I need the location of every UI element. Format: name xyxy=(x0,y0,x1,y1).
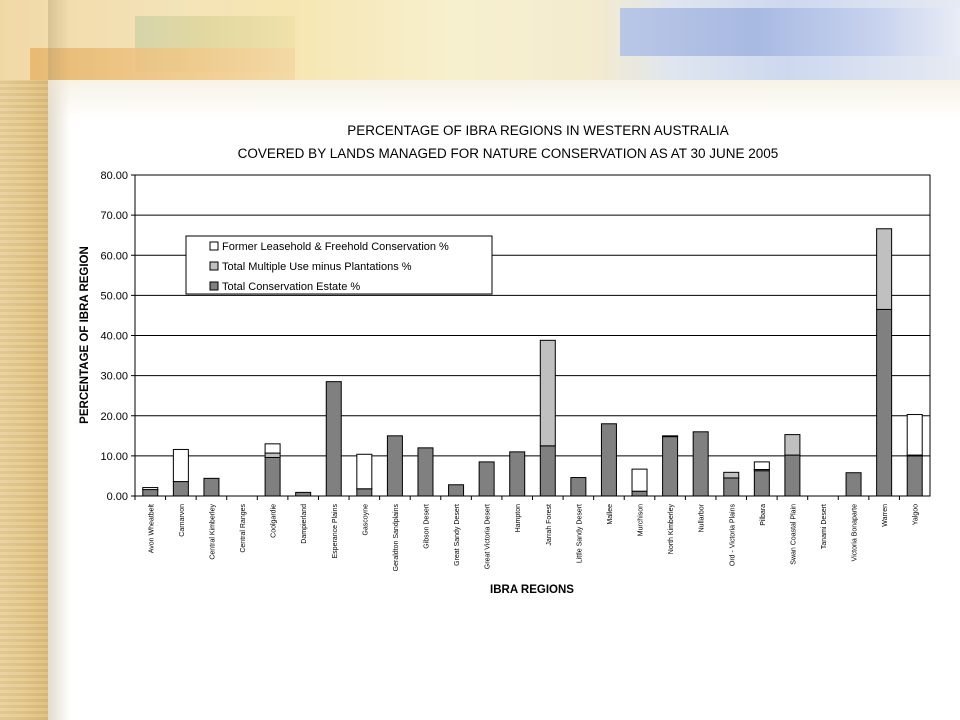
y-tick-label: 20.00 xyxy=(100,411,128,423)
y-tick-label: 40.00 xyxy=(100,331,128,343)
bar-segment xyxy=(692,431,709,497)
legend-swatch xyxy=(209,241,219,251)
bar-segment xyxy=(876,308,893,497)
parchment-shadow xyxy=(48,0,70,720)
blue-flower-image xyxy=(620,8,960,56)
x-tick-label: Swan Coastal Plain xyxy=(790,504,797,565)
y-tick-label: 80.00 xyxy=(100,170,128,182)
bar-segment xyxy=(753,470,770,497)
bar-segment xyxy=(356,453,373,490)
bar-segment xyxy=(264,456,281,497)
bar-segment xyxy=(356,488,373,497)
bar-segment xyxy=(172,448,189,483)
bar-segment xyxy=(295,491,312,497)
x-tick-label: Victoria Bonaparte xyxy=(852,504,859,562)
y-tick-label: 0.00 xyxy=(107,491,128,503)
bar-segment xyxy=(478,461,495,497)
y-tick-label: 70.00 xyxy=(100,210,128,222)
bar-segment xyxy=(723,477,740,497)
x-tick-label: Murchison xyxy=(638,504,645,536)
legend-label: Total Conservation Estate % xyxy=(222,281,360,293)
x-tick-label: Tanami Desert xyxy=(821,504,828,549)
legend-box xyxy=(185,235,493,295)
parchment-border xyxy=(0,0,48,720)
bar-segment xyxy=(570,477,587,497)
bar-segment xyxy=(631,490,648,497)
leaf-strip-image xyxy=(30,48,295,80)
bar-segment xyxy=(784,454,801,497)
x-tick-label: Geraldton Sandplains xyxy=(393,504,400,572)
bar-segment xyxy=(264,443,281,454)
legend-label: Total Multiple Use minus Plantations % xyxy=(222,261,412,273)
x-tick-label: Avon Wheatbelt xyxy=(148,504,155,553)
bar-segment xyxy=(325,381,342,497)
x-tick-label: Central Ranges xyxy=(240,504,247,553)
y-tick-label: 10.00 xyxy=(100,451,128,463)
bar-segment xyxy=(906,414,923,456)
bar-segment xyxy=(509,451,526,497)
chart-title-line-1: PERCENTAGE OF IBRA REGIONS IN WESTERN AU… xyxy=(347,123,729,138)
legend-swatch xyxy=(209,261,219,271)
banner-fade xyxy=(48,80,960,120)
bar-segment xyxy=(386,435,403,497)
x-tick-labels: Avon Wheatbelt Carnarvon Central Kimberley… xyxy=(134,496,920,572)
y-tick-label: 30.00 xyxy=(100,371,128,383)
legend-label: Former Leasehold & Freehold Conservation… xyxy=(222,241,449,253)
y-tick-labels: 0.00 10.00 20.00 30.00 40.00 50.00 60.00 70.00 8… xyxy=(100,170,135,503)
x-axis-label: IBRA REGIONS xyxy=(490,584,574,596)
bar-segment xyxy=(631,468,648,492)
bar-segment xyxy=(539,445,556,497)
y-tick-label: 50.00 xyxy=(100,290,128,302)
bar-segment xyxy=(203,477,220,497)
x-tick-label: Great Victoria Desert xyxy=(485,504,492,569)
bar-segment xyxy=(539,339,556,447)
x-tick-label: North Kimberley xyxy=(668,504,675,555)
bar-segment xyxy=(876,228,893,310)
y-axis-label: PERCENTAGE OF IBRA REGION xyxy=(79,246,91,424)
legend: Former Leasehold & Freehold Conservation… xyxy=(185,235,493,295)
bar-segment xyxy=(264,452,281,458)
x-tick-label: Jarrah Forest xyxy=(546,504,553,546)
x-tick-label: Great Sandy Desert xyxy=(454,504,461,566)
bar-segment xyxy=(662,436,679,497)
x-tick-label: Hampton xyxy=(515,504,522,533)
bar-segment xyxy=(142,489,159,497)
bar-segment xyxy=(600,423,617,497)
x-tick-label: Little Sandy Desert xyxy=(576,504,583,563)
x-tick-label: Yalgoo xyxy=(913,504,920,525)
legend-swatch xyxy=(209,281,219,291)
x-tick-label: Carnarvon xyxy=(179,504,186,537)
bar-segment xyxy=(723,471,740,479)
x-tick-label: Coolgardie xyxy=(271,504,278,538)
x-tick-label: Ord - Victoria Plains xyxy=(729,504,736,567)
bar-segment xyxy=(662,435,679,438)
x-tick-label: Gascoyne xyxy=(362,504,369,536)
bar-segment xyxy=(784,434,801,456)
chart-title-line-2: COVERED BY LANDS MANAGED FOR NATURE CONS… xyxy=(238,146,779,161)
y-tick-label: 60.00 xyxy=(100,250,128,262)
x-tick-label: Dampierland xyxy=(301,504,308,544)
bar-segment xyxy=(142,487,159,491)
bar-segment xyxy=(448,484,465,497)
x-tick-label: Mallee xyxy=(607,504,614,525)
x-tick-label: Warren xyxy=(882,504,889,527)
bar-segment xyxy=(845,472,862,497)
bar-segment xyxy=(753,461,770,471)
x-tick-label: Central Kimberley xyxy=(209,504,216,560)
bars xyxy=(142,228,923,497)
x-tick-label: Nullarbor xyxy=(699,503,706,532)
x-tick-label: Pilbara xyxy=(760,504,767,526)
bar-segment xyxy=(172,481,189,497)
bar-segment xyxy=(906,455,923,497)
x-tick-label: Gibson Desert xyxy=(423,504,430,549)
bar-segment xyxy=(417,447,434,497)
x-tick-label: Esperance Plains xyxy=(332,504,339,559)
